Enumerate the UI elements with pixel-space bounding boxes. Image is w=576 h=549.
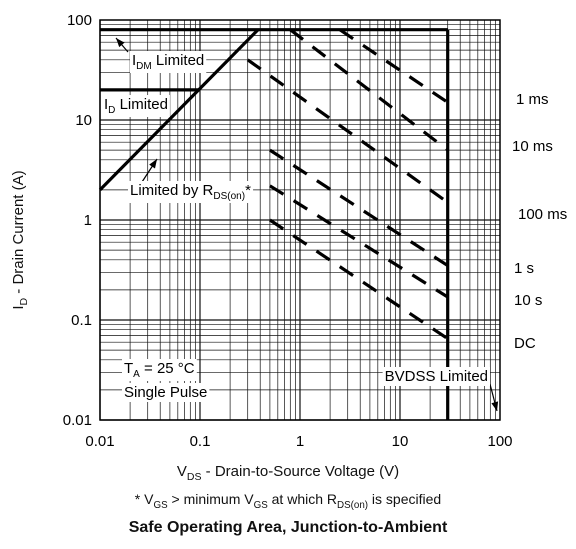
label-idm-limited-text: IDM Limited bbox=[132, 52, 204, 72]
footnote: * VGS > minimum VGS at which RDS(on) is … bbox=[134, 491, 442, 511]
label-1ms-bg bbox=[514, 90, 551, 109]
y-tick-label: 0.1 bbox=[71, 312, 92, 329]
x-tick-label: 10 bbox=[392, 433, 409, 450]
label-1s: 1 s bbox=[512, 259, 537, 278]
series-1-s bbox=[269, 148, 449, 267]
label-dc: DC bbox=[512, 334, 538, 353]
label-rds-limited-span: * bbox=[245, 182, 251, 199]
label-10s-text: 10 s bbox=[514, 292, 542, 309]
label-id-limited-bg bbox=[102, 95, 170, 117]
label-ta: TA = 25 °C bbox=[122, 359, 197, 381]
x-axis-label: VDS - Drain-to-Source Voltage (V) bbox=[176, 463, 400, 483]
label-idm-limited-span: DM bbox=[136, 61, 152, 72]
x-tick-label: 1 bbox=[296, 433, 304, 450]
y-tick-label: 0.01 bbox=[63, 412, 92, 429]
label-bvdss-limited-span: BVDSS Limited bbox=[385, 368, 488, 385]
series-10-s bbox=[269, 184, 449, 299]
label-ta-span: T bbox=[124, 360, 133, 377]
label-1ms-text: 1 ms bbox=[516, 91, 549, 108]
annotation-arrows bbox=[115, 37, 499, 412]
label-id-limited-span: D bbox=[108, 105, 115, 116]
label-ta-span: = 25 °C bbox=[140, 360, 195, 377]
label-id-limited-span: I bbox=[104, 96, 108, 113]
x-tick-label: 0.01 bbox=[85, 433, 114, 450]
label-rds-limited: Limited by RDS(on)* bbox=[128, 181, 254, 203]
label-1s-text: 1 s bbox=[514, 260, 534, 277]
label-10s-bg bbox=[512, 291, 545, 310]
arrow-bvdss-head bbox=[491, 401, 499, 411]
series-10-ms bbox=[289, 28, 449, 152]
y-tick-label: 100 bbox=[67, 12, 92, 29]
x-tick-label: 0.1 bbox=[190, 433, 211, 450]
y-axis-label: ID - Drain Current (A) bbox=[10, 170, 30, 310]
label-idm-limited-span: Limited bbox=[152, 52, 205, 69]
chart-caption: Safe Operating Area, Junction-to-Ambient bbox=[128, 519, 448, 536]
label-1ms-span: 1 ms bbox=[516, 91, 549, 108]
label-dc-bg bbox=[512, 334, 538, 353]
arrow-idm-head bbox=[116, 38, 125, 48]
label-10s-span: 10 s bbox=[514, 292, 542, 309]
label-100ms-text: 100 ms bbox=[518, 206, 567, 223]
label-1s-span: 1 s bbox=[514, 260, 534, 277]
label-idm-limited: IDM Limited bbox=[130, 51, 207, 73]
label-100ms: 100 ms bbox=[516, 205, 570, 224]
label-10ms-text: 10 ms bbox=[512, 138, 553, 155]
series-100-ms bbox=[246, 58, 449, 204]
label-single-pulse-bg bbox=[122, 383, 210, 402]
series-dc bbox=[269, 218, 449, 341]
label-idm-limited-span: I bbox=[132, 52, 136, 69]
label-single-pulse-span: Single Pulse bbox=[124, 384, 207, 401]
label-bvdss-limited: BVDSS Limited bbox=[382, 367, 490, 386]
y-tick-label: 10 bbox=[75, 112, 92, 129]
label-rds-limited-bg bbox=[128, 181, 254, 203]
label-ta-span: A bbox=[133, 369, 140, 380]
label-10s: 10 s bbox=[512, 291, 545, 310]
tick-labels: 0.01 0.1 1 10 100 0.01 0.1 1 10 100 bbox=[63, 12, 513, 450]
label-ta-text: TA = 25 °C bbox=[124, 360, 195, 380]
series-1-ms bbox=[338, 28, 449, 104]
plot-frame bbox=[99, 19, 501, 421]
label-rds-limited-text: Limited by RDS(on)* bbox=[130, 182, 251, 202]
label-id-limited-span: Limited bbox=[115, 96, 168, 113]
label-bvdss-limited-text: BVDSS Limited bbox=[385, 368, 488, 385]
label-id-limited: ID Limited bbox=[102, 95, 170, 117]
label-1s-bg bbox=[512, 259, 537, 278]
label-id-limited-text: ID Limited bbox=[104, 96, 168, 116]
label-rds-limited-span: Limited by R bbox=[130, 182, 214, 199]
label-100ms-span: 100 ms bbox=[518, 206, 567, 223]
label-dc-span: DC bbox=[514, 335, 536, 352]
label-10ms-span: 10 ms bbox=[512, 138, 553, 155]
label-ta-bg bbox=[122, 359, 197, 381]
series-limited-by-r-ds-on bbox=[98, 28, 260, 192]
label-single-pulse-text: Single Pulse bbox=[124, 384, 207, 401]
arrow-rds-head bbox=[149, 159, 157, 169]
label-idm-limited-bg bbox=[130, 51, 207, 73]
plot-border bbox=[99, 19, 501, 421]
label-rds-limited-span: DS(on) bbox=[213, 191, 245, 202]
label-10ms: 10 ms bbox=[510, 137, 555, 156]
label-dc-text: DC bbox=[514, 335, 536, 352]
series-lines bbox=[98, 28, 450, 420]
label-single-pulse: Single Pulse bbox=[122, 383, 210, 402]
label-1ms: 1 ms bbox=[514, 90, 551, 109]
x-tick-label: 100 bbox=[487, 433, 512, 450]
label-10ms-bg bbox=[510, 137, 555, 156]
label-bvdss-limited-bg bbox=[382, 367, 490, 386]
y-tick-label: 1 bbox=[84, 212, 92, 229]
label-100ms-bg bbox=[516, 205, 570, 224]
